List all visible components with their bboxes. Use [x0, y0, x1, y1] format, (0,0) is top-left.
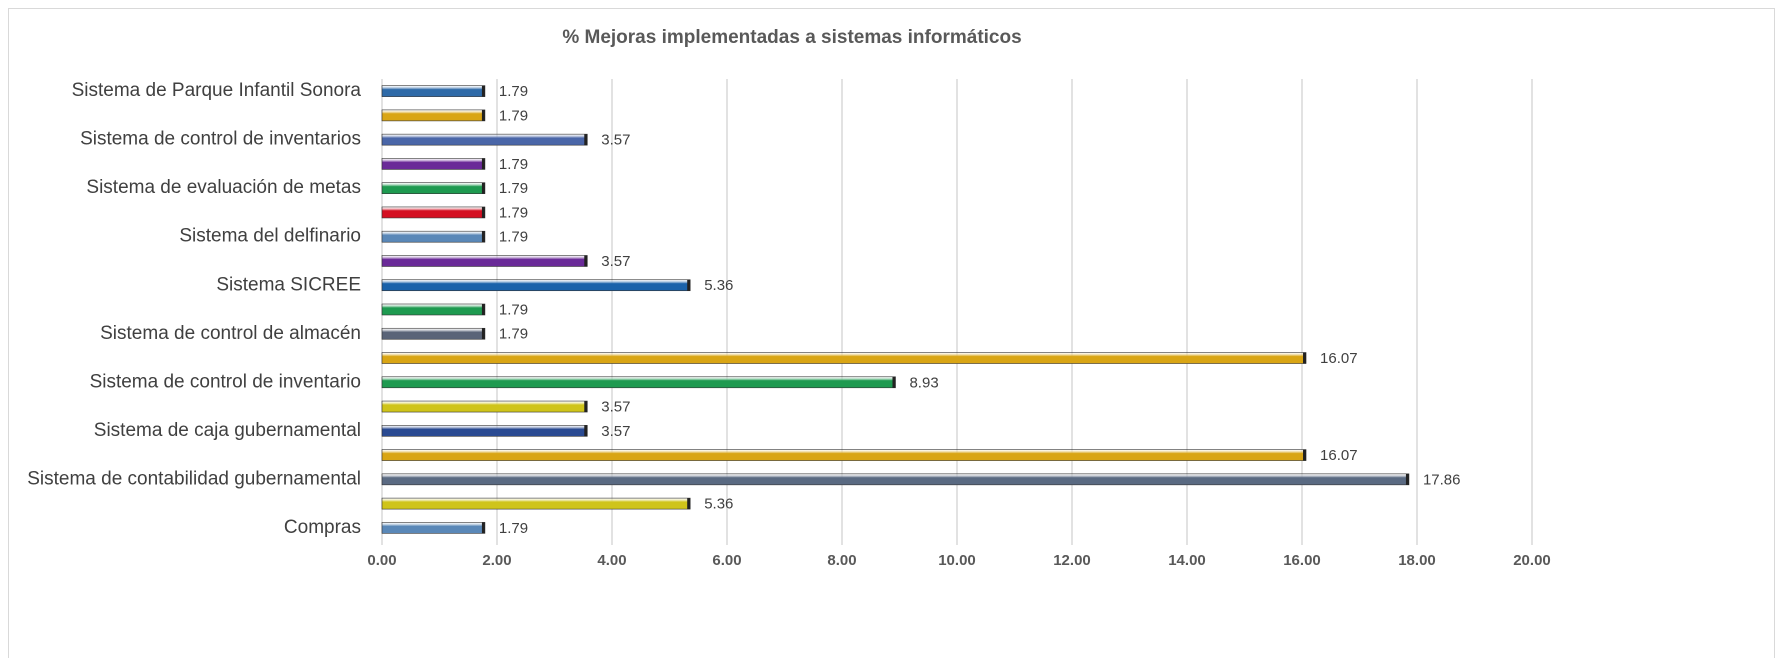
bar [381, 327, 486, 340]
bar [381, 352, 1307, 364]
bar-end [481, 85, 485, 97]
bar-end [481, 522, 485, 534]
x-tick-label: 2.00 [482, 552, 511, 569]
bar-end [1303, 352, 1307, 364]
chart-title: % Mejoras implementadas a sistemas infor… [562, 27, 1021, 48]
bar [381, 400, 588, 413]
data-label: 1.79 [499, 301, 528, 318]
bar [381, 158, 486, 170]
y-tick-label: Sistema de control de almacén [100, 323, 361, 344]
y-tick-label: Sistema de contabilidad gubernamental [27, 468, 361, 489]
data-label: 1.79 [499, 180, 528, 197]
bar [381, 376, 896, 389]
bar [381, 303, 486, 316]
x-tick-label: 16.00 [1283, 552, 1321, 569]
bar-end [481, 328, 485, 340]
bar-end [584, 134, 588, 146]
bar-end [687, 498, 691, 510]
x-tick-label: 6.00 [712, 552, 741, 569]
bar-end [584, 425, 588, 437]
y-tick-label: Sistema SICREE [216, 274, 361, 295]
data-label: 16.07 [1320, 350, 1358, 367]
data-label: 1.79 [499, 229, 528, 246]
data-label: 3.57 [601, 132, 630, 149]
bar [381, 522, 486, 534]
bar-end [687, 279, 691, 291]
bar-end [481, 206, 485, 218]
data-label: 5.36 [704, 496, 733, 513]
chart-frame [8, 8, 1775, 663]
y-tick-label: Sistema de control de inventarios [80, 129, 361, 150]
bar-end [584, 255, 588, 267]
data-label: 16.07 [1320, 447, 1358, 464]
bar [381, 230, 486, 243]
x-tick-label: 10.00 [938, 552, 976, 569]
bar-end [1303, 449, 1307, 461]
y-tick-label: Compras [284, 517, 361, 538]
bar [381, 85, 486, 97]
bar [381, 497, 691, 510]
data-label: 1.79 [499, 107, 528, 124]
bar-end [584, 401, 588, 413]
bar [381, 133, 588, 146]
x-tick-label: 20.00 [1513, 552, 1551, 569]
data-label: 3.57 [601, 253, 630, 270]
y-tick-label: Sistema de caja gubernamental [94, 420, 361, 441]
y-tick-label: Sistema del delfinario [179, 226, 361, 247]
bar-end [1405, 473, 1409, 485]
x-tick-label: 14.00 [1168, 552, 1206, 569]
x-tick-label: 4.00 [597, 552, 626, 569]
bar [381, 425, 588, 437]
data-label: 3.57 [601, 423, 630, 440]
bar [381, 109, 486, 122]
bar [381, 279, 691, 292]
bar [381, 182, 486, 194]
y-tick-label: Sistema de evaluación de metas [86, 177, 361, 198]
bar [381, 449, 1307, 461]
x-tick-label: 12.00 [1053, 552, 1091, 569]
data-label: 1.79 [499, 204, 528, 221]
x-tick-label: 18.00 [1398, 552, 1436, 569]
x-tick-label: 8.00 [827, 552, 856, 569]
bar [381, 473, 1410, 486]
bar-end [481, 109, 485, 121]
bar-end [481, 231, 485, 243]
data-label: 1.79 [499, 520, 528, 537]
data-label: 3.57 [601, 399, 630, 416]
data-label: 5.36 [704, 277, 733, 294]
bar [381, 255, 588, 267]
y-tick-label: Sistema de Parque Infantil Sonora [72, 80, 362, 101]
bar [381, 206, 486, 219]
data-label: 1.79 [499, 83, 528, 100]
data-label: 8.93 [909, 374, 938, 391]
data-label: 1.79 [499, 156, 528, 173]
x-tick-label: 0.00 [367, 552, 396, 569]
y-tick-label: Sistema de control de inventario [90, 371, 361, 392]
bar-end [481, 304, 485, 315]
bar-end [481, 158, 485, 170]
data-label: 17.86 [1423, 471, 1461, 488]
data-label: 1.79 [499, 326, 528, 343]
bar-end [481, 182, 485, 194]
bar-end [892, 376, 896, 388]
